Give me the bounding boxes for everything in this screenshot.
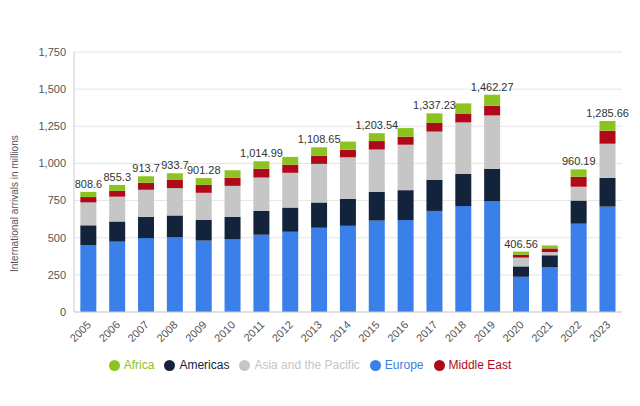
svg-text:1,014.99: 1,014.99	[240, 147, 283, 159]
svg-text:2012: 2012	[269, 318, 295, 344]
svg-text:1,108.65: 1,108.65	[298, 133, 341, 145]
svg-text:2007: 2007	[125, 318, 151, 344]
html-text:Africa: Africa	[123, 358, 155, 372]
svg-text:2022: 2022	[558, 318, 584, 344]
svg-text:2021: 2021	[529, 318, 555, 344]
svg-text:1,250: 1,250	[38, 120, 66, 132]
svg-text:2014: 2014	[327, 318, 353, 344]
svg-text:913.7: 913.7	[132, 162, 160, 174]
html-text:Europe: Europe	[384, 358, 424, 372]
svg-text:2019: 2019	[471, 318, 497, 344]
svg-text:250: 250	[48, 269, 66, 281]
svg-text:933.7: 933.7	[161, 159, 189, 171]
svg-text:2020: 2020	[500, 318, 526, 344]
svg-text:500: 500	[48, 232, 66, 244]
svg-text:2008: 2008	[154, 318, 180, 344]
svg-text:2017: 2017	[414, 318, 440, 344]
svg-text:1,000: 1,000	[38, 157, 66, 169]
svg-text:1,750: 1,750	[38, 46, 66, 58]
svg-text:2015: 2015	[356, 318, 382, 344]
svg-text:1,285.66: 1,285.66	[586, 107, 629, 119]
svg-text:960.19: 960.19	[562, 155, 596, 167]
svg-text:2005: 2005	[68, 318, 94, 344]
svg-text:2018: 2018	[443, 318, 469, 344]
svg-text:1,203.54: 1,203.54	[355, 119, 398, 131]
svg-text:2010: 2010	[212, 318, 238, 344]
svg-text:2016: 2016	[385, 318, 411, 344]
svg-text:855.3: 855.3	[103, 171, 131, 183]
svg-text:0: 0	[60, 306, 66, 318]
svg-text:2011: 2011	[241, 318, 266, 343]
svg-text:International arrivals in mill: International arrivals in millions	[9, 135, 20, 272]
svg-text:406.56: 406.56	[504, 238, 538, 250]
svg-text:2013: 2013	[298, 318, 324, 344]
html-text:Asia and the Pacific: Asia and the Pacific	[254, 358, 360, 372]
svg-text:2009: 2009	[183, 318, 209, 344]
svg-text:1,337.23: 1,337.23	[413, 99, 456, 111]
svg-text:750: 750	[48, 194, 66, 206]
svg-text:2023: 2023	[587, 318, 613, 344]
svg-text:2006: 2006	[96, 318, 122, 344]
svg-text:901.28: 901.28	[187, 164, 221, 176]
svg-text:1,500: 1,500	[38, 83, 66, 95]
svg-text:1,462.27: 1,462.27	[471, 81, 514, 93]
html-text:Middle East: Middle East	[448, 358, 512, 372]
html-text:Americas: Americas	[179, 358, 230, 372]
svg-text:808.6: 808.6	[75, 178, 103, 190]
